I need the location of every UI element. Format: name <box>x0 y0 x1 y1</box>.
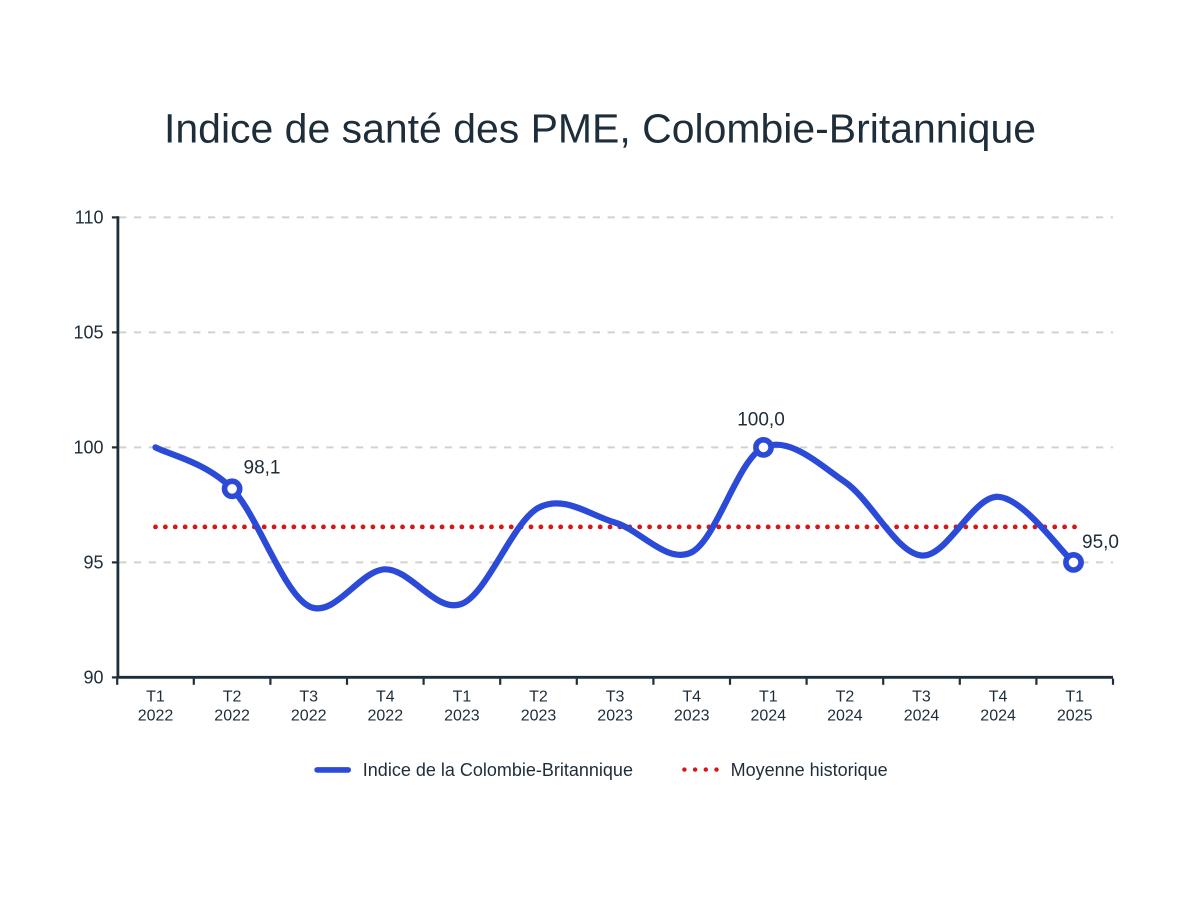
svg-text:2022: 2022 <box>291 708 327 725</box>
svg-text:90: 90 <box>83 668 103 688</box>
svg-text:105: 105 <box>73 323 103 343</box>
svg-text:T3: T3 <box>912 689 931 706</box>
svg-text:T1: T1 <box>1065 689 1084 706</box>
svg-text:2024: 2024 <box>980 708 1016 725</box>
svg-text:T4: T4 <box>376 689 395 706</box>
svg-text:T2: T2 <box>836 689 855 706</box>
svg-text:T4: T4 <box>989 689 1008 706</box>
svg-text:2022: 2022 <box>368 708 404 725</box>
svg-text:2025: 2025 <box>1057 708 1093 725</box>
svg-text:2023: 2023 <box>674 708 710 725</box>
svg-text:T1: T1 <box>146 689 165 706</box>
svg-text:T2: T2 <box>223 689 242 706</box>
svg-text:2023: 2023 <box>444 708 480 725</box>
svg-text:Moyenne historique: Moyenne historique <box>731 760 888 780</box>
svg-text:98,1: 98,1 <box>244 458 281 479</box>
svg-text:2024: 2024 <box>904 708 940 725</box>
svg-text:95: 95 <box>83 553 103 573</box>
svg-text:2024: 2024 <box>827 708 863 725</box>
svg-text:100,0: 100,0 <box>737 409 785 430</box>
svg-text:2022: 2022 <box>214 708 250 725</box>
svg-text:95,0: 95,0 <box>1082 532 1119 553</box>
svg-text:T1: T1 <box>759 689 778 706</box>
svg-text:2023: 2023 <box>597 708 633 725</box>
svg-text:Indice de la Colombie-Britanni: Indice de la Colombie-Britannique <box>363 760 633 780</box>
svg-text:T1: T1 <box>453 689 472 706</box>
svg-text:T4: T4 <box>682 689 701 706</box>
svg-text:T2: T2 <box>529 689 548 706</box>
svg-text:2022: 2022 <box>138 708 174 725</box>
svg-text:110: 110 <box>75 208 104 228</box>
svg-text:T3: T3 <box>299 689 318 706</box>
svg-text:Indice de santé des PME, Colom: Indice de santé des PME, Colombie-Britan… <box>164 106 1036 152</box>
svg-text:2024: 2024 <box>751 708 787 725</box>
svg-text:100: 100 <box>73 438 103 458</box>
svg-text:2023: 2023 <box>521 708 557 725</box>
svg-text:T3: T3 <box>606 689 625 706</box>
